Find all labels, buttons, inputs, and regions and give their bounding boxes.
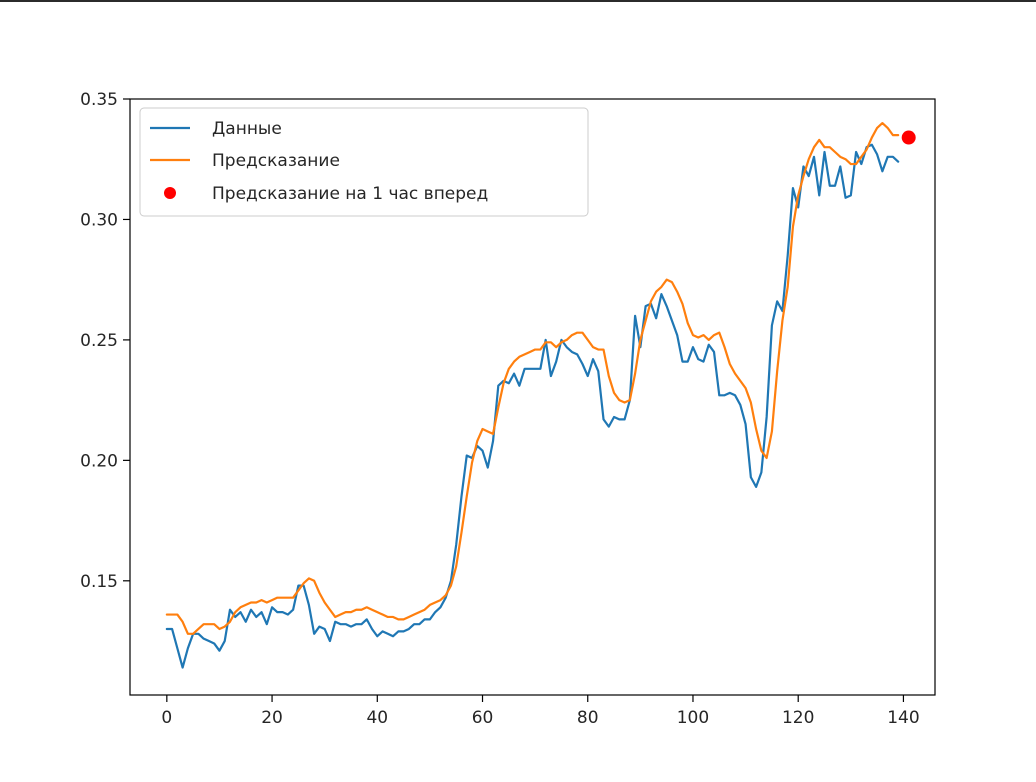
x-tick-label: 40 — [366, 708, 388, 728]
points-layer — [901, 130, 916, 145]
legend-label-data: Данные — [212, 119, 282, 139]
y-tick-label: 0.35 — [80, 90, 118, 110]
window-top-border — [0, 0, 1036, 2]
x-tick-label: 120 — [782, 708, 814, 728]
y-tick-label: 0.20 — [80, 451, 118, 471]
legend-box — [139, 107, 589, 217]
y-tick-label: 0.30 — [80, 210, 118, 230]
series-layer — [165, 121, 900, 669]
plot-frame — [129, 98, 936, 696]
x-axis: 0 20 40 60 80 100 120 140 — [161, 695, 920, 728]
x-tick-label: 20 — [261, 708, 283, 728]
x-tick-label: 0 — [161, 708, 172, 728]
legend-label-prediction: Предсказание — [212, 151, 340, 171]
forecast-point — [901, 130, 916, 145]
x-tick-label: 60 — [472, 708, 494, 728]
y-tick-label: 0.25 — [80, 331, 118, 351]
y-axis: 0.15 0.20 0.25 0.30 0.35 — [80, 90, 130, 592]
series-line-0 — [165, 143, 900, 669]
x-tick-label: 140 — [887, 708, 919, 728]
legend-swatch-forecast-point — [164, 187, 176, 199]
series-line-1 — [165, 121, 900, 635]
x-tick-label: 80 — [577, 708, 599, 728]
y-tick-label: 0.15 — [80, 572, 118, 592]
legend: Данные Предсказание Предсказание на 1 ча… — [139, 107, 589, 217]
x-tick-label: 100 — [677, 708, 709, 728]
legend-label-forecast-point: Предсказание на 1 час вперед — [212, 184, 488, 204]
